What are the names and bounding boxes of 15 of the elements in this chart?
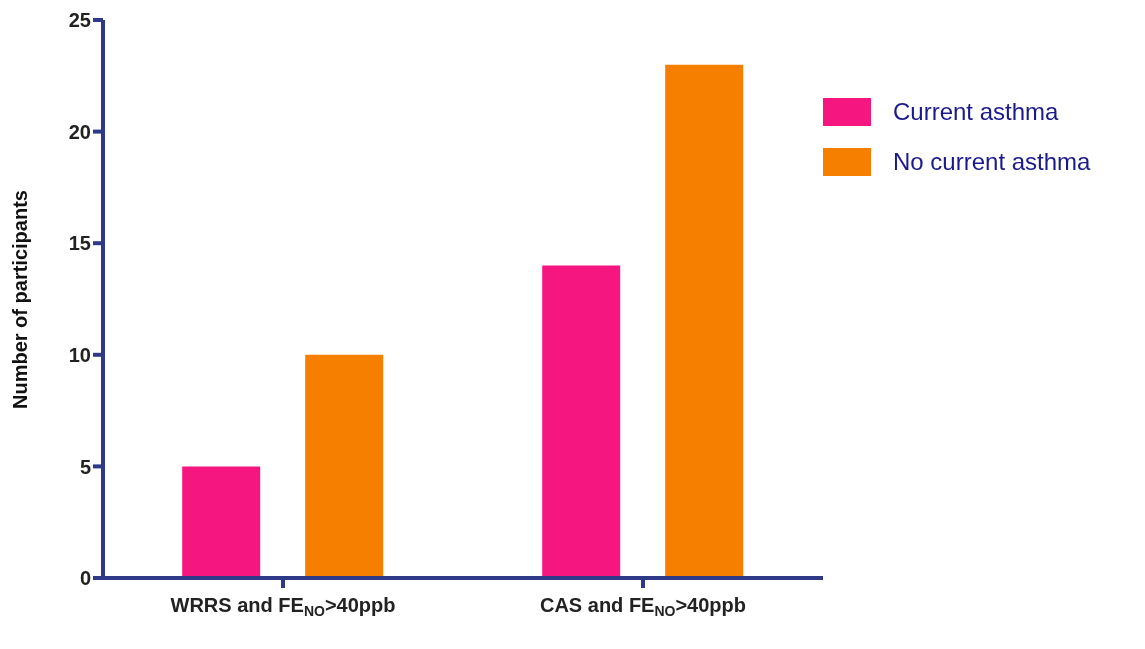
- y-axis-title: Number of participants: [9, 190, 32, 409]
- legend-label: No current asthma: [893, 148, 1091, 176]
- y-tick-label: 15: [68, 232, 91, 255]
- y-tick-label: 5: [79, 455, 91, 478]
- bar: [665, 64, 744, 578]
- x-tick-label: WRRS and FE$_{NO}$>40ppb: [170, 594, 396, 620]
- y-tick-label: 20: [68, 120, 91, 143]
- bar: [542, 265, 621, 578]
- y-tick-label: 10: [68, 343, 91, 366]
- y-tick-label: 25: [68, 9, 91, 32]
- legend-label: Current asthma: [893, 98, 1059, 126]
- bar: [182, 466, 261, 578]
- x-tick-label: CAS and FE$_{NO}$>40ppb: [539, 594, 747, 620]
- y-tick-label: 0: [79, 567, 91, 590]
- bar: [305, 354, 384, 578]
